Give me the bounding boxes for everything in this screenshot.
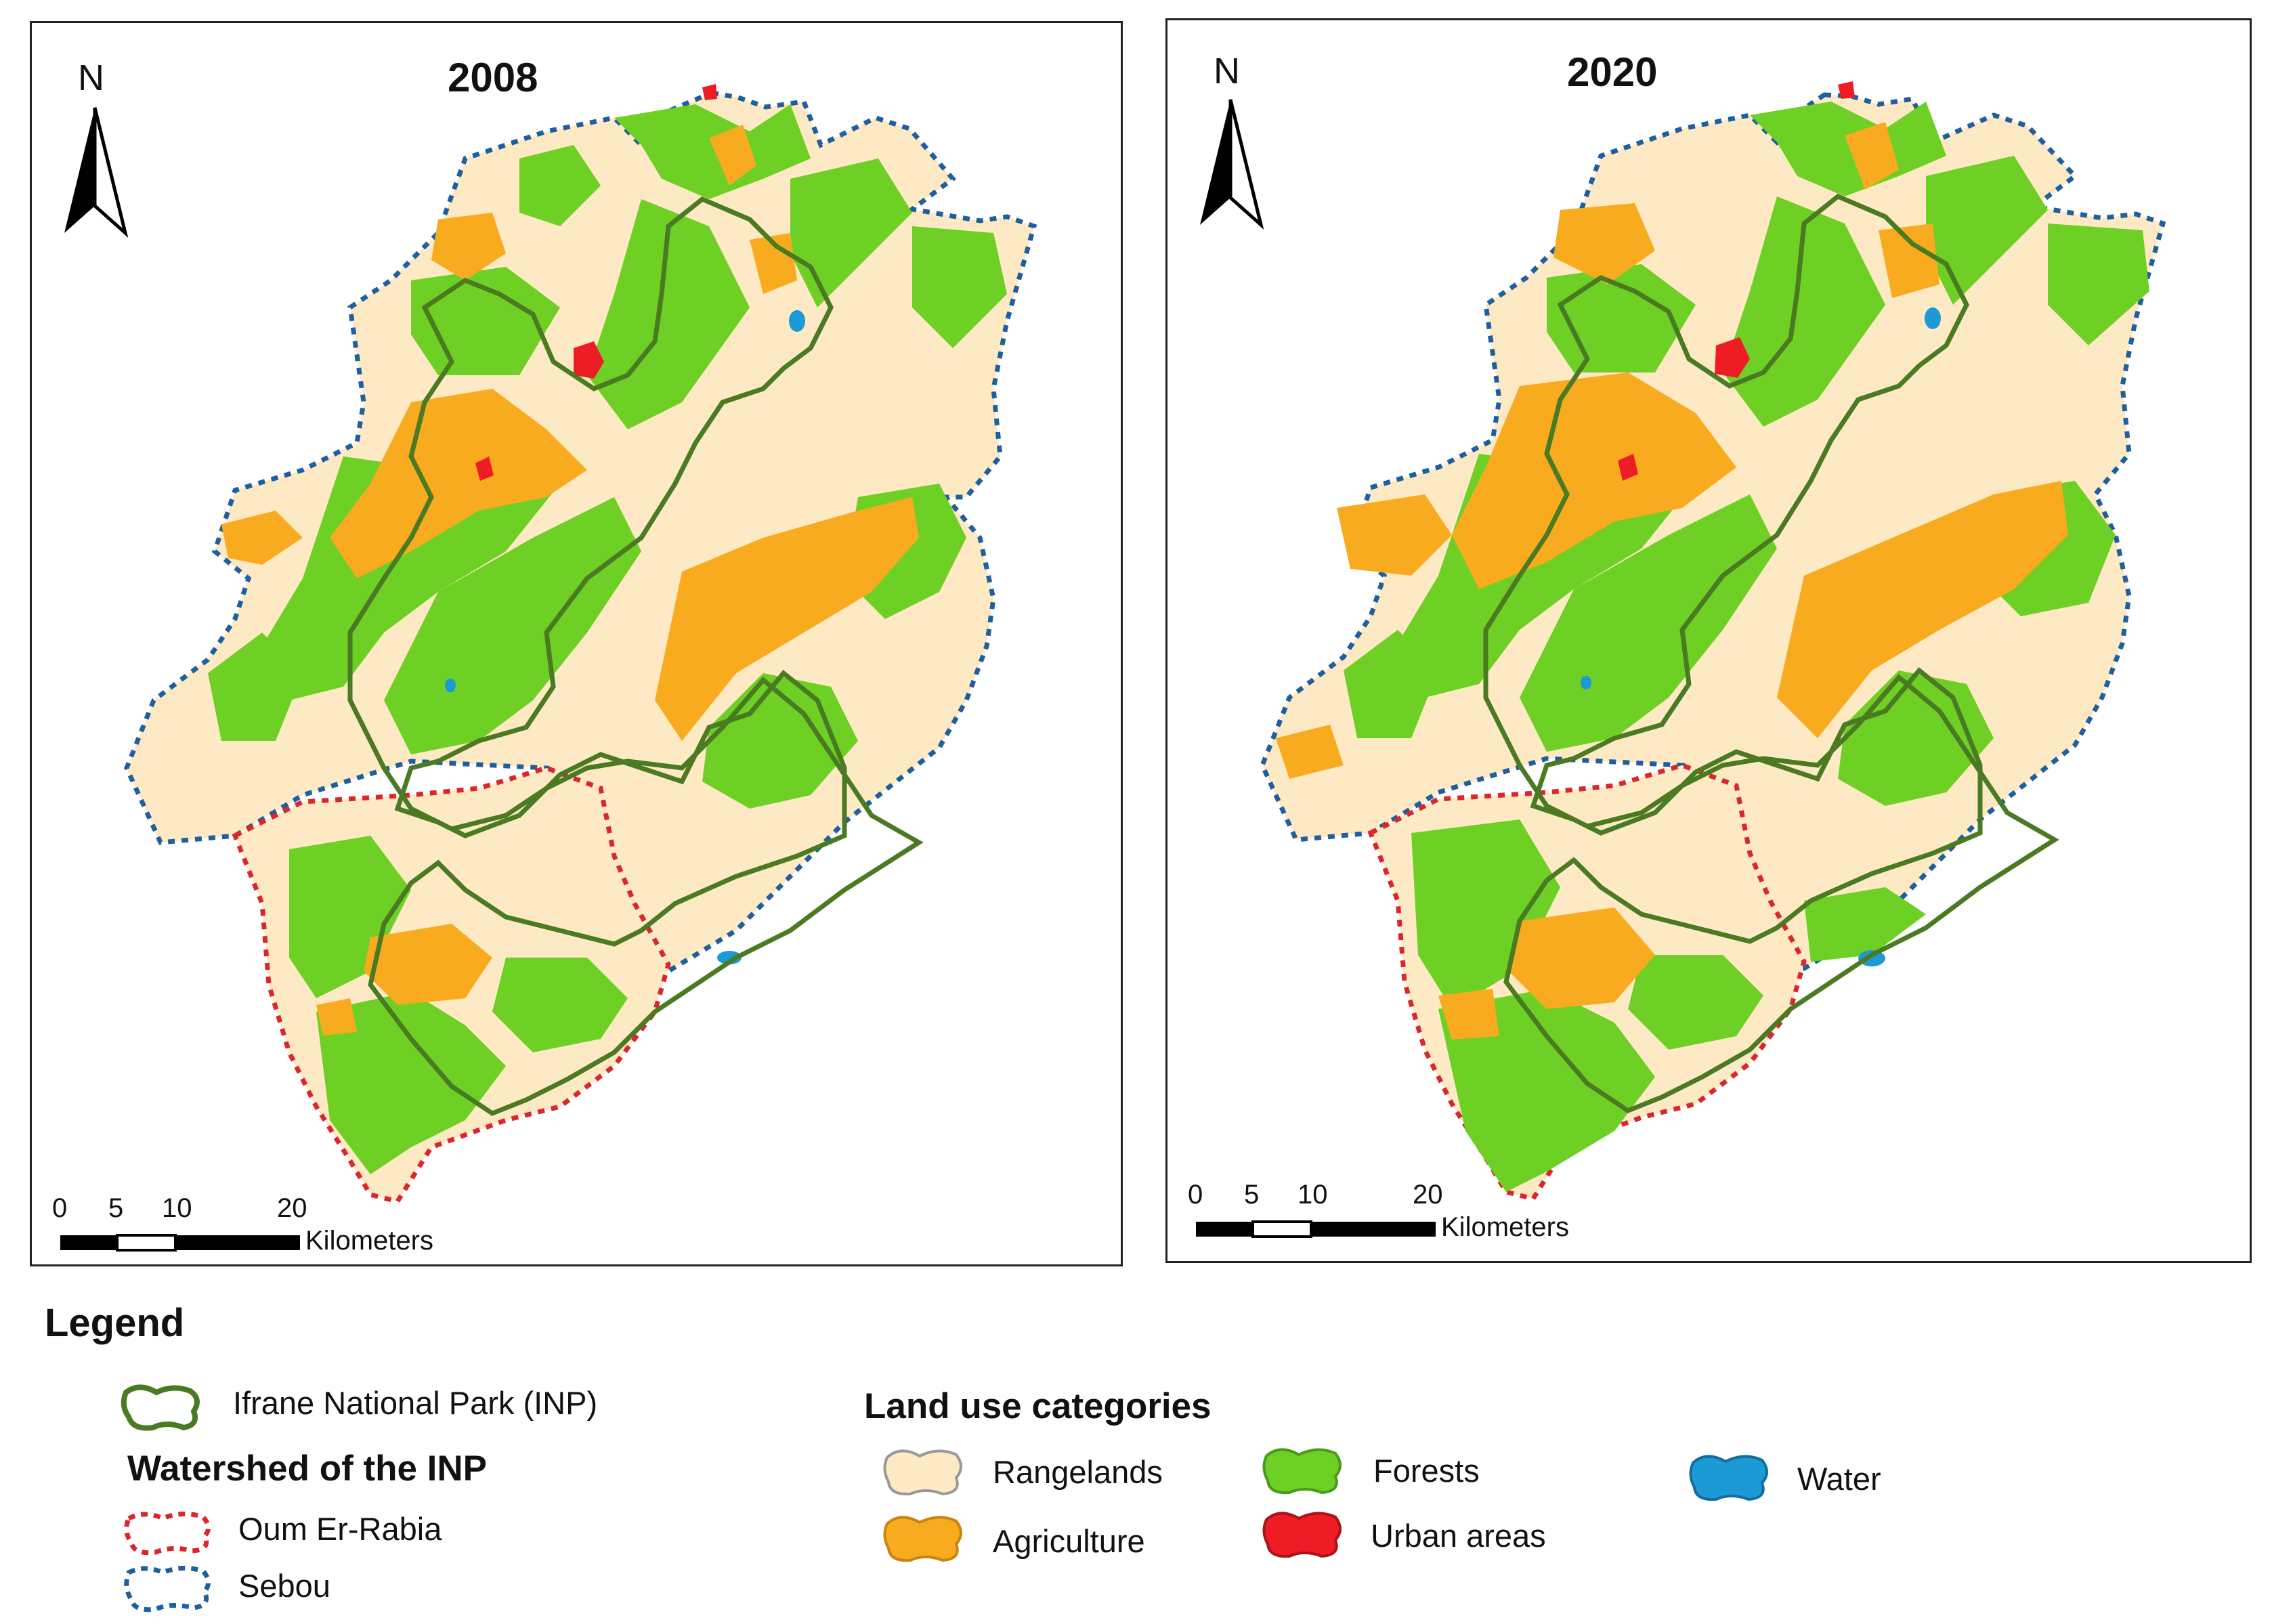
scale-tick-20: 20: [1413, 1180, 1443, 1210]
north-label: N: [1214, 51, 1240, 91]
agriculture-areas: [1276, 122, 2068, 1040]
scale-unit-label: Kilometers: [1441, 1212, 1569, 1242]
scale-tick-10: 10: [162, 1193, 192, 1223]
urban-areas: [475, 84, 717, 481]
land-use-map-2008: [124, 84, 1037, 1205]
scale-bar: [1196, 1220, 1436, 1238]
rangelands-swatch: [883, 1449, 962, 1496]
scale-tick-0: 0: [52, 1193, 68, 1223]
ifrane-national-park-boundary: [347, 196, 924, 1116]
legend-park-label: Ifrane National Park (INP): [233, 1385, 598, 1421]
map-2008-panel: 2008 N 0 5 10 20 Kilometers: [30, 21, 1123, 1266]
legend-agriculture-label: Agriculture: [993, 1523, 1145, 1559]
scale-unit-label: Kilometers: [305, 1226, 433, 1256]
legend-landuse-heading: Land use categories: [864, 1386, 1212, 1426]
urban-areas: [1618, 81, 1855, 481]
map-year-title: 2020: [1567, 49, 1658, 95]
agriculture-areas: [221, 125, 919, 1035]
oum-er-rabia-swatch: [124, 1512, 211, 1556]
agriculture-swatch: [883, 1516, 962, 1562]
legend-urban-label: Urban areas: [1371, 1518, 1546, 1554]
scale-tick-20: 20: [277, 1193, 307, 1223]
legend-water-label: Water: [1797, 1461, 1881, 1497]
legend-forests-label: Forests: [1373, 1453, 1480, 1489]
north-arrow-icon: [64, 107, 129, 238]
urban-swatch: [1262, 1512, 1342, 1558]
legend-rangelands-label: Rangelands: [993, 1454, 1163, 1490]
legend-watershed-heading: Watershed of the INP: [127, 1449, 488, 1489]
legend-title: Legend: [45, 1301, 185, 1345]
water-bodies: [445, 310, 805, 964]
scale-tick-5: 5: [108, 1193, 124, 1223]
forests-swatch: [1262, 1448, 1342, 1495]
scale-bar: [60, 1234, 300, 1252]
legend-oum-er-rabia-label: Oum Er-Rabia: [238, 1511, 442, 1547]
sebou-swatch: [124, 1566, 211, 1612]
scale-tick-0: 0: [1188, 1180, 1203, 1210]
ifrane-national-park-boundary: [1483, 193, 2059, 1113]
north-arrow-icon: [1200, 99, 1264, 230]
legend-sebou-label: Sebou: [238, 1568, 330, 1604]
north-label: N: [78, 58, 104, 98]
scale-tick-5: 5: [1244, 1180, 1260, 1210]
water-swatch: [1689, 1455, 1768, 1501]
land-use-map-2020: [1260, 81, 2166, 1202]
map-year-title: 2008: [448, 55, 538, 100]
map-2020-panel: 2020 N 0 5 10 20 Kilometers: [1165, 18, 2252, 1263]
park-outline-swatch: [121, 1384, 200, 1431]
water-bodies: [1581, 307, 1941, 966]
scale-tick-10: 10: [1298, 1180, 1328, 1210]
